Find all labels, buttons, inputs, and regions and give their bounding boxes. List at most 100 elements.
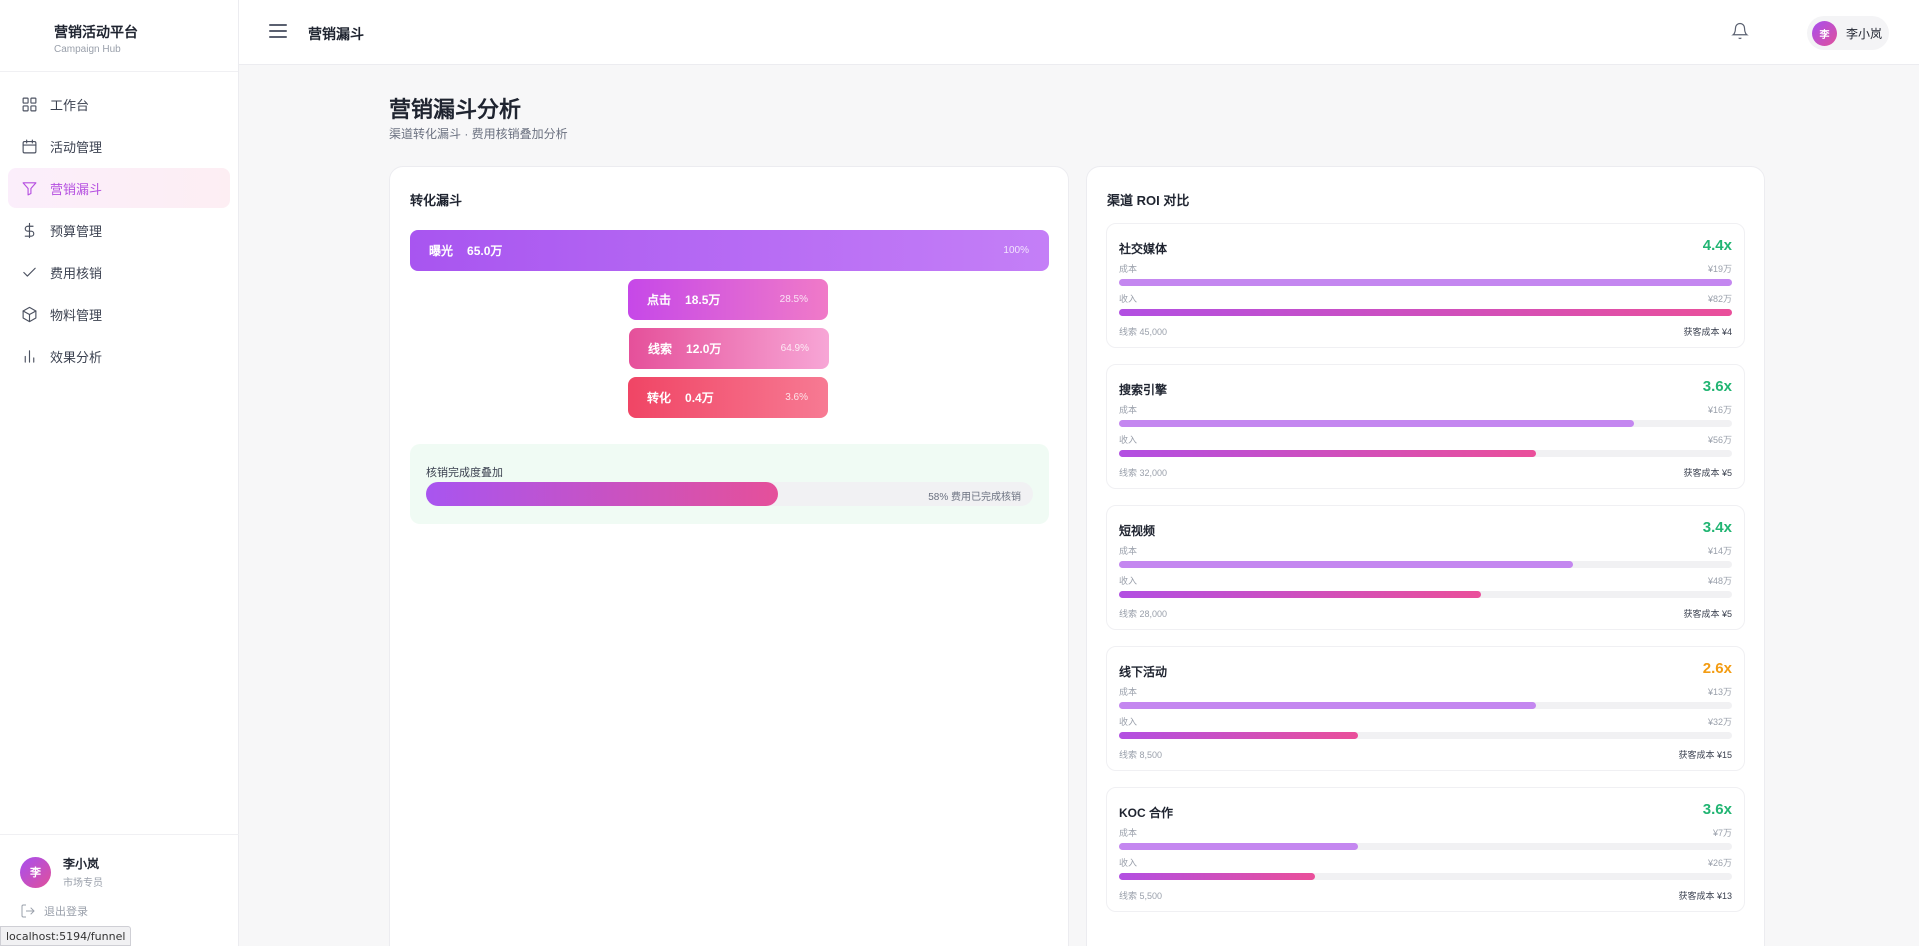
sidebar-item-campaigns[interactable]: 活动管理 — [8, 126, 230, 166]
roi-revenue-amount: ¥56万 — [1707, 435, 1732, 445]
funnel-stage-clicks[interactable]: 点击 18.5万 28.5% — [628, 279, 828, 320]
verification-text: 58% 费用已完成核销 — [928, 492, 1021, 503]
sidebar-item-label: 费用核销 — [50, 265, 103, 281]
menu-toggle-button[interactable] — [269, 24, 287, 38]
verification-label: 核销完成度叠加 — [426, 467, 503, 479]
roi-leads: 线索 28,000 — [1119, 609, 1168, 619]
roi-revenue-track — [1119, 732, 1732, 739]
brand-title: 营销活动平台 — [54, 24, 138, 40]
roi-cac: 获客成本 ¥13 — [1678, 891, 1732, 901]
roi-channel-value: 3.4x — [1702, 519, 1732, 536]
roi-cost-fill — [1119, 420, 1634, 427]
sidebar-item-workbench[interactable]: 工作台 — [8, 84, 230, 124]
roi-channel-name: 短视频 — [1119, 524, 1156, 538]
funnel-stage-pct: 3.6% — [785, 392, 808, 403]
funnel-stage-value: 12.0万 — [686, 342, 722, 356]
avatar: 李 — [20, 856, 51, 888]
user-meta: 李小岚 市场专员 — [63, 855, 103, 889]
roi-cac: 获客成本 ¥5 — [1683, 609, 1732, 619]
verification-progress-track: 58% 费用已完成核销 — [426, 482, 1033, 506]
menu-icon-line — [269, 24, 287, 26]
status-url: localhost:5194/funnel — [0, 926, 132, 946]
roi-channel-item[interactable]: KOC 合作 3.6x 成本 ¥7万 收入 ¥26万 线索 5,500 获客成本 ¥13 — [1106, 787, 1745, 912]
bar-chart-icon — [24, 349, 35, 363]
roi-revenue-label: 收入 — [1119, 294, 1138, 304]
sidebar-nav: 工作台 活动管理 营销漏斗 预算管理 费用核销 物料管理 效果分析 — [0, 72, 238, 376]
sidebar-item-funnel[interactable]: 营销漏斗 — [8, 168, 230, 208]
funnel-stage-leads[interactable]: 线索 12.0万 64.9% — [629, 328, 829, 369]
roi-revenue-label: 收入 — [1119, 717, 1138, 727]
funnel-stage-value: 18.5万 — [685, 293, 721, 307]
roi-leads: 线索 5,500 — [1119, 891, 1163, 901]
sidebar-user[interactable]: 李 李小岚 市场专员 — [0, 835, 239, 889]
roi-cost-track — [1119, 702, 1732, 709]
roi-revenue-label: 收入 — [1119, 435, 1138, 445]
funnel-stage-pct: 64.9% — [780, 343, 809, 354]
roi-cost-amount: ¥19万 — [1707, 264, 1732, 274]
roi-revenue-track — [1119, 873, 1732, 880]
funnel-stage-impressions[interactable]: 曝光 65.0万 100% — [410, 230, 1049, 271]
roi-channel-item[interactable]: 社交媒体 4.4x 成本 ¥19万 收入 ¥82万 线索 45,000 获客成本 ¥4 — [1106, 223, 1745, 348]
logout-label: 退出登录 — [44, 906, 88, 918]
box-icon — [22, 306, 37, 322]
sidebar-item-label: 营销漏斗 — [50, 181, 103, 197]
sidebar-item-materials[interactable]: 物料管理 — [8, 294, 230, 334]
roi-revenue-amount: ¥32万 — [1707, 717, 1732, 727]
roi-cost-label: 成本 — [1119, 828, 1138, 838]
sidebar-item-budget[interactable]: 预算管理 — [8, 210, 230, 250]
roi-cost-label: 成本 — [1119, 687, 1138, 697]
roi-cost-track — [1119, 561, 1732, 568]
roi-revenue-fill — [1119, 309, 1732, 316]
notification-button[interactable] — [1731, 22, 1751, 42]
check-icon — [23, 267, 36, 277]
dollar-icon — [24, 222, 35, 238]
sidebar-item-label: 工作台 — [50, 97, 90, 113]
roi-channel-value: 2.6x — [1702, 660, 1732, 677]
sidebar-item-label: 活动管理 — [50, 139, 103, 155]
roi-revenue-fill — [1119, 873, 1316, 880]
brand-subtitle: Campaign Hub — [54, 44, 121, 55]
roi-cost-fill — [1119, 843, 1359, 850]
verification-progress-fill — [426, 482, 779, 506]
roi-leads: 线索 32,000 — [1119, 468, 1168, 478]
roi-cost-track — [1119, 279, 1732, 286]
roi-channel-name: 线下活动 — [1119, 665, 1168, 679]
funnel-stage-pct: 100% — [1003, 245, 1029, 256]
funnel-stage-conversions[interactable]: 转化 0.4万 3.6% — [628, 377, 828, 418]
roi-revenue-label: 收入 — [1119, 858, 1138, 868]
roi-card-title: 渠道 ROI 对比 — [1107, 193, 1190, 208]
roi-channel-value: 3.6x — [1702, 801, 1732, 818]
funnel-stage-label: 转化 — [647, 391, 672, 405]
roi-cost-track — [1119, 420, 1732, 427]
bell-icon — [1731, 22, 1749, 40]
sidebar-footer: 李 李小岚 市场专员 退出登录 — [0, 834, 239, 946]
roi-channel-name: 搜索引擎 — [1119, 383, 1168, 397]
roi-cost-label: 成本 — [1119, 264, 1138, 274]
sidebar-item-expense[interactable]: 费用核销 — [8, 252, 230, 292]
roi-cost-track — [1119, 843, 1732, 850]
funnel-icon — [22, 181, 37, 195]
logout-button[interactable]: 退出登录 — [0, 889, 239, 919]
roi-revenue-fill — [1119, 450, 1536, 457]
roi-cost-amount: ¥14万 — [1707, 546, 1732, 556]
roi-cost-label: 成本 — [1119, 405, 1138, 415]
roi-channel-name: 社交媒体 — [1119, 242, 1168, 256]
sidebar-item-analytics[interactable]: 效果分析 — [8, 336, 230, 376]
user-menu-button[interactable]: 李 李小岚 — [1807, 16, 1889, 50]
brand: 营销活动平台 Campaign Hub — [0, 0, 238, 72]
roi-cac: 获客成本 ¥15 — [1678, 750, 1732, 760]
page-title: 营销漏斗分析 — [389, 97, 522, 122]
topbar-title: 营销漏斗 — [308, 26, 364, 42]
roi-cost-fill — [1119, 279, 1732, 286]
roi-revenue-label: 收入 — [1119, 576, 1138, 586]
sidebar: 营销活动平台 Campaign Hub 工作台 活动管理 营销漏斗 预算管理 费… — [0, 0, 239, 946]
roi-channel-item[interactable]: 搜索引擎 3.6x 成本 ¥16万 收入 ¥56万 线索 32,000 获客成本 ¥5 — [1106, 364, 1745, 489]
roi-revenue-track — [1119, 450, 1732, 457]
funnel-card-title: 转化漏斗 — [410, 193, 463, 208]
roi-revenue-track — [1119, 309, 1732, 316]
roi-channel-item[interactable]: 短视频 3.4x 成本 ¥14万 收入 ¥48万 线索 28,000 获客成本 ¥5 — [1106, 505, 1745, 630]
calendar-icon — [22, 139, 37, 153]
roi-cost-amount: ¥13万 — [1707, 687, 1732, 697]
roi-channel-item[interactable]: 线下活动 2.6x 成本 ¥13万 收入 ¥32万 线索 8,500 获客成本 ¥15 — [1106, 646, 1745, 771]
roi-cost-label: 成本 — [1119, 546, 1138, 556]
